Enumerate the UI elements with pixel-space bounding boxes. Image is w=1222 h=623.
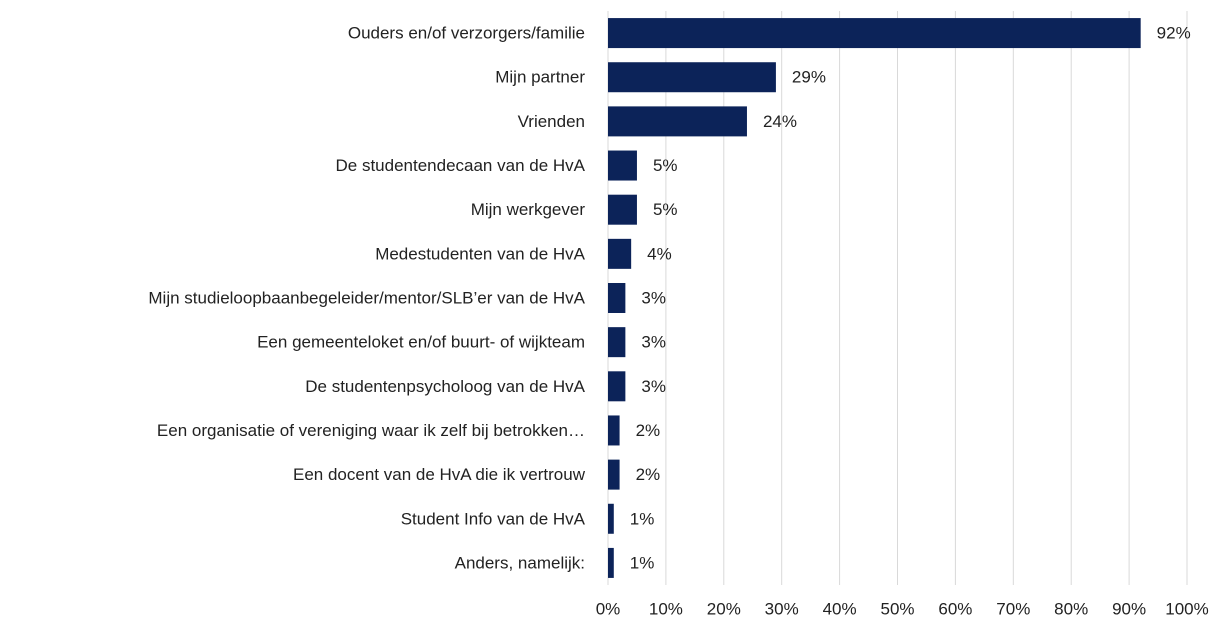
value-label: 92% — [1157, 24, 1191, 43]
value-label: 4% — [647, 244, 672, 263]
y-tick-label: Een organisatie of vereniging waar ik ze… — [157, 421, 585, 440]
bar — [608, 503, 614, 534]
y-tick-label: Mijn werkgever — [471, 200, 586, 219]
bar — [608, 150, 637, 181]
bar — [608, 106, 747, 137]
bar — [608, 547, 614, 578]
bar — [608, 459, 620, 490]
y-tick-label: Mijn partner — [495, 68, 585, 87]
x-tick-label: 0% — [596, 599, 621, 618]
y-tick-label: Een gemeenteloket en/of buurt- of wijkte… — [257, 333, 585, 352]
value-label: 24% — [763, 112, 797, 131]
y-tick-label: De studentendecaan van de HvA — [335, 156, 585, 175]
value-label: 1% — [630, 553, 655, 572]
y-tick-label: Anders, namelijk: — [455, 553, 585, 572]
x-tick-label: 80% — [1054, 599, 1088, 618]
x-tick-label: 20% — [707, 599, 741, 618]
bar — [608, 62, 776, 93]
value-label: 5% — [653, 156, 678, 175]
x-tick-label: 100% — [1165, 599, 1208, 618]
y-tick-label: Vrienden — [518, 112, 585, 131]
x-tick-label: 70% — [996, 599, 1030, 618]
y-tick-label: Student Info van de HvA — [401, 509, 586, 528]
bar — [608, 327, 626, 358]
value-label: 3% — [641, 288, 666, 307]
x-tick-label: 50% — [880, 599, 914, 618]
x-tick-label: 40% — [823, 599, 857, 618]
value-label: 5% — [653, 200, 678, 219]
y-tick-label: Medestudenten van de HvA — [375, 244, 585, 263]
bar — [608, 18, 1141, 49]
x-tick-label: 60% — [938, 599, 972, 618]
value-label: 2% — [636, 421, 661, 440]
x-tick-label: 90% — [1112, 599, 1146, 618]
bar — [608, 371, 626, 402]
value-label: 1% — [630, 509, 655, 528]
y-tick-label: Ouders en/of verzorgers/familie — [348, 24, 585, 43]
x-tick-label: 10% — [649, 599, 683, 618]
bar — [608, 238, 632, 269]
value-label: 3% — [641, 333, 666, 352]
bar — [608, 194, 637, 225]
x-tick-label: 30% — [765, 599, 799, 618]
y-tick-label: Mijn studieloopbaanbegeleider/mentor/SLB… — [148, 288, 585, 307]
value-label: 29% — [792, 68, 826, 87]
y-tick-label: De studentenpsycholoog van de HvA — [305, 377, 585, 396]
value-label: 2% — [636, 465, 661, 484]
value-label: 3% — [641, 377, 666, 396]
y-tick-label: Een docent van de HvA die ik vertrouw — [293, 465, 586, 484]
bar — [608, 415, 620, 446]
bar — [608, 283, 626, 313]
